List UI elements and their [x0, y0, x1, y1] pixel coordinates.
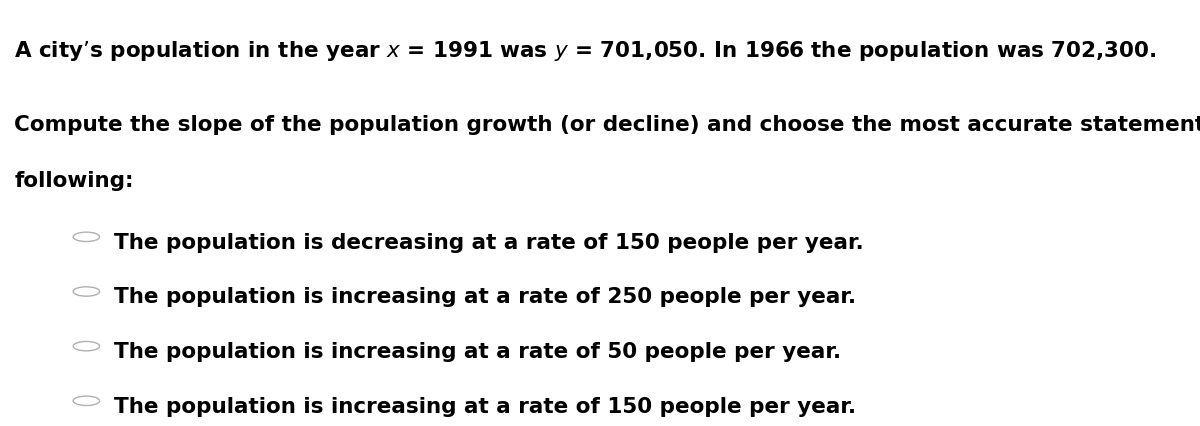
Text: Compute the slope of the population growth (or decline) and choose the most accu: Compute the slope of the population grow… [14, 115, 1200, 135]
Text: A city’s population in the year $x$ = 1991 was $y$ = 701,050. In 1966 the popula: A city’s population in the year $x$ = 19… [14, 38, 1157, 63]
Text: The population is increasing at a rate of 150 people per year.: The population is increasing at a rate o… [114, 396, 856, 416]
Text: The population is decreasing at a rate of 150 people per year.: The population is decreasing at a rate o… [114, 232, 864, 252]
Text: following:: following: [14, 170, 134, 190]
Text: The population is increasing at a rate of 250 people per year.: The population is increasing at a rate o… [114, 287, 856, 307]
Text: The population is increasing at a rate of 50 people per year.: The population is increasing at a rate o… [114, 341, 841, 361]
